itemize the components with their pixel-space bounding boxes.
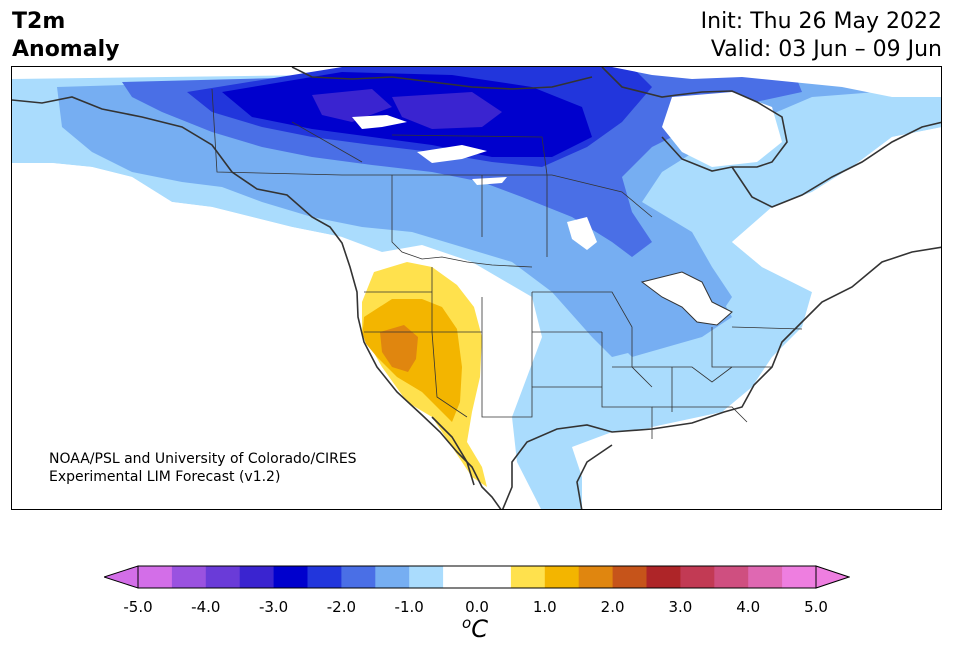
credit-line-1: NOAA/PSL and University of Colorado/CIRE…: [49, 451, 357, 467]
colorbar-tick-label: -1.0: [394, 598, 424, 616]
colorbar-tick-label: -2.0: [326, 598, 357, 616]
colorbar-swatch: [409, 566, 444, 588]
colorbar-swatch: [171, 566, 207, 588]
variable-label: T2m: [12, 9, 66, 34]
colorbar-swatch: [273, 566, 308, 588]
colorbar-swatch: [341, 566, 376, 588]
anomaly-cold-6b: [392, 92, 502, 129]
colorbar-extend-low: [104, 565, 139, 589]
init-date: Init: Thu 26 May 2022: [700, 9, 942, 34]
colorbar-tick-label: 0.0: [465, 598, 489, 616]
anomaly-cold-6: [312, 89, 392, 122]
colorbar-extend-high: [815, 565, 850, 589]
great-lakes: [640, 271, 733, 326]
map-svg: [12, 67, 941, 509]
colorbar-swatch: [239, 566, 275, 588]
colorbar-swatch: [443, 566, 478, 588]
colorbar-tick-label: -4.0: [191, 598, 221, 616]
colorbar-swatch: [544, 566, 580, 588]
canadian-lake-2: [417, 145, 487, 163]
unit-letter: C: [471, 615, 488, 643]
arctic-north: [612, 67, 941, 97]
anomaly-warm-3: [380, 325, 418, 372]
political-borders: [211, 88, 803, 439]
colorbar-swatch: [477, 566, 512, 588]
colorbar-tick-label: -5.0: [123, 598, 153, 616]
credit-line-2: Experimental LIM Forecast (v1.2): [49, 469, 281, 485]
colorbar-swatch: [680, 566, 715, 588]
date-info: Init: Thu 26 May 2022 Valid: 03 Jun – 09…: [701, 8, 942, 64]
colorbar-tick-label: 1.0: [532, 598, 557, 616]
colorbar-tick-label: 4.0: [736, 598, 761, 616]
colorbar-swatch: [714, 566, 749, 588]
colorbar-swatch: [578, 566, 614, 588]
lake-winnipeg: [567, 217, 597, 250]
valid-date: Valid: 03 Jun – 09 Jun: [710, 37, 942, 62]
subtitle-label: Anomaly: [12, 37, 120, 62]
colorbar-swatch: [782, 566, 817, 588]
colorbar-swatch: [375, 566, 410, 588]
colorbar-border: [137, 565, 817, 589]
colorbar-swatch: [307, 566, 342, 588]
colorbar-swatch: [138, 566, 173, 588]
hudson-bay: [662, 92, 782, 167]
coastlines: [12, 67, 941, 509]
anomaly-map: [11, 66, 942, 510]
atlantic-ocean: [732, 127, 941, 487]
unit-degree: o: [462, 614, 472, 632]
canadian-lake-1: [352, 115, 407, 129]
colorbar-tick-label: 3.0: [668, 598, 693, 616]
colorbar-unit: oC: [462, 614, 488, 643]
colorbar-swatch: [748, 566, 783, 588]
colorbar-swatch: [205, 566, 241, 588]
colorbar-swatch: [510, 566, 546, 588]
colorbar-swatch: [612, 566, 647, 588]
colorbar: [104, 565, 850, 589]
chart-title: T2m Anomaly: [12, 8, 119, 64]
credit-text: NOAA/PSL and University of Colorado/CIRE…: [49, 450, 357, 486]
colorbar-tick-label: 2.0: [600, 598, 625, 616]
colorbar-tick-label: -3.0: [258, 598, 289, 616]
pacific-ocean: [12, 163, 477, 509]
gulf-of-mexico: [572, 407, 941, 509]
canadian-lake-3: [472, 177, 507, 185]
colorbar-tick-label: 5.0: [804, 598, 828, 616]
colorbar-swatch: [646, 566, 681, 588]
